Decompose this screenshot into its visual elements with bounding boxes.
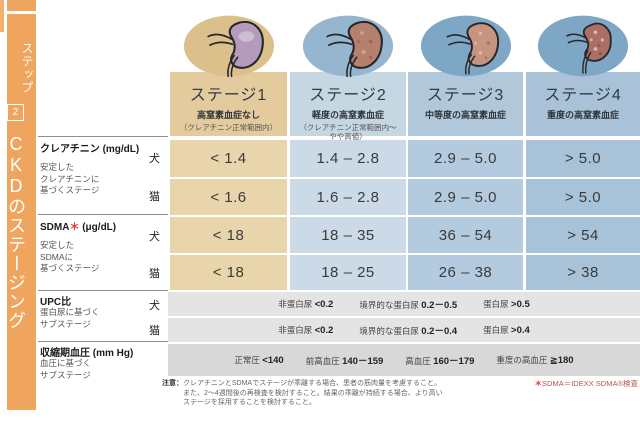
section-divider bbox=[38, 290, 168, 291]
creatinine-cat-label: 猫 bbox=[149, 191, 160, 203]
bp-description: 血圧に基づく サブステージ bbox=[40, 358, 92, 380]
kidney-icon-stage2 bbox=[290, 12, 406, 80]
sdma-cat-label: 猫 bbox=[149, 268, 160, 280]
sdma-cat-stage3: 26 – 38 bbox=[408, 255, 523, 290]
upc-title: UPC比 bbox=[40, 297, 72, 308]
sdma-dog-stage3: 36 – 54 bbox=[408, 217, 523, 253]
sidebar-divider bbox=[7, 11, 36, 14]
sdma-cat-stage2: 18 – 25 bbox=[290, 255, 406, 290]
stage2-name: ステージ2 bbox=[309, 87, 387, 104]
sdma-dog-stage2: 18 – 35 bbox=[290, 217, 406, 253]
creatinine-title: クレアチニン (mg/dL) bbox=[40, 144, 140, 155]
sdma-asterisk: ＊ bbox=[69, 222, 80, 233]
bp-segment: 高血圧 160－179 bbox=[405, 356, 475, 367]
upc-cat-segment: 非蛋白尿 <0.2 bbox=[278, 325, 334, 336]
creatinine-dog-stage4: > 5.0 bbox=[526, 140, 640, 177]
ckd-staging-table: ステージ1 高窒素血症なし （クレアチニン正常範囲内） ステージ2 軽度の高窒素… bbox=[36, 0, 640, 427]
section-divider bbox=[38, 341, 168, 342]
sdma-dog-label: 犬 bbox=[149, 231, 160, 243]
sdma-dog-stage1: < 18 bbox=[170, 217, 287, 253]
upc-cat-label: 猫 bbox=[149, 325, 160, 337]
footnote-asterisk: ＊ bbox=[534, 379, 543, 388]
creatinine-dog-stage2: 1.4 – 2.8 bbox=[290, 140, 406, 177]
bp-row: 正常圧 <140 前高血圧 140－159 高血圧 160－179 重度の高血圧… bbox=[168, 344, 640, 376]
upc-cat-segment: 境界的な蛋白尿 0.2－0.4 bbox=[359, 326, 458, 337]
caution-note: 注意： クレアチニンとSDMAでステージが乖離する場合、患者の筋肉量を考慮するこ… bbox=[162, 379, 507, 408]
creatinine-description: 安定した クレアチニンに 基づくステージ bbox=[40, 162, 100, 195]
page-title: CKDのステージング bbox=[6, 134, 26, 330]
bp-title: 収縮期血圧 (mm Hg) bbox=[40, 348, 134, 359]
upc-dog-segment: 蛋白尿 >0.5 bbox=[483, 299, 530, 310]
kidney-icon-stage4 bbox=[526, 12, 640, 80]
creatinine-cat-stage1: < 1.6 bbox=[170, 179, 287, 215]
upc-dog-label: 犬 bbox=[149, 300, 160, 312]
upc-cat-row: 非蛋白尿 <0.2 境界的な蛋白尿 0.2－0.4 蛋白尿 >0.4 bbox=[168, 318, 640, 342]
stage3-header: ステージ3 中等度の高窒素血症 bbox=[408, 72, 523, 136]
step-label: ステップ bbox=[20, 42, 34, 94]
sdma-footnote: ＊SDMA＝IDEXX SDMA®検査 bbox=[534, 379, 638, 388]
stage1-subtitle: 高窒素血症なし bbox=[196, 110, 260, 120]
sdma-cat-stage4: > 38 bbox=[526, 255, 640, 290]
section-divider bbox=[38, 214, 168, 215]
step-number-badge: 2 bbox=[7, 104, 24, 121]
upc-dog-segment: 非蛋白尿 <0.2 bbox=[278, 299, 334, 310]
sdma-cat-stage1: < 18 bbox=[170, 255, 287, 290]
upc-dog-row: 非蛋白尿 <0.2 境界的な蛋白尿 0.2－0.5 蛋白尿 >0.5 bbox=[168, 292, 640, 316]
section-divider bbox=[38, 136, 168, 137]
sdma-description: 安定した SDMAに 基づくステージ bbox=[40, 240, 100, 273]
creatinine-cat-stage4: > 5.0 bbox=[526, 179, 640, 215]
stage2-note: （クレアチニン正常範囲内～ やや高値） bbox=[299, 123, 397, 141]
sdma-title: SDMA＊ (μg/dL) bbox=[40, 222, 117, 233]
creatinine-dog-stage3: 2.9 – 5.0 bbox=[408, 140, 523, 177]
step-sidebar: ステップ bbox=[7, 0, 36, 410]
bp-segment: 前高血圧 140－159 bbox=[305, 356, 384, 367]
kidney-icon-stage3 bbox=[408, 12, 523, 80]
stage3-name: ステージ3 bbox=[426, 87, 505, 104]
creatinine-cat-stage3: 2.9 – 5.0 bbox=[408, 179, 523, 215]
corner-accent-bar bbox=[0, 0, 4, 32]
stage4-subtitle: 重度の高窒素血症 bbox=[546, 110, 619, 120]
stage2-header: ステージ2 軽度の高窒素血症 （クレアチニン正常範囲内～ やや高値） bbox=[290, 72, 406, 141]
creatinine-dog-label: 犬 bbox=[149, 153, 160, 165]
stage1-name: ステージ1 bbox=[189, 87, 268, 104]
upc-dog-segment: 境界的な蛋白尿 0.2－0.5 bbox=[359, 300, 458, 311]
stage3-subtitle: 中等度の高窒素血症 bbox=[424, 110, 506, 120]
kidney-icon-stage1 bbox=[170, 12, 287, 80]
bp-segment: 重度の高血圧 ≧180 bbox=[496, 355, 574, 366]
sdma-dog-stage4: > 54 bbox=[526, 217, 640, 253]
caution-text: クレアチニンとSDMAでステージが乖離する場合、患者の筋肉量を考慮すること。 ま… bbox=[183, 380, 443, 406]
upc-description: 蛋白尿に基づく サブステージ bbox=[40, 307, 100, 329]
creatinine-dog-stage1: < 1.4 bbox=[170, 140, 287, 177]
upc-cat-segment: 蛋白尿 >0.4 bbox=[483, 325, 530, 336]
stage2-subtitle: 軽度の高窒素血症 bbox=[311, 110, 384, 120]
stage4-header: ステージ4 重度の高窒素血症 bbox=[526, 72, 640, 136]
stage4-name: ステージ4 bbox=[544, 87, 622, 104]
stage1-header: ステージ1 高窒素血症なし （クレアチニン正常範囲内） bbox=[170, 72, 287, 136]
bp-segment: 正常圧 <140 bbox=[234, 355, 284, 366]
creatinine-cat-stage2: 1.6 – 2.8 bbox=[290, 179, 406, 215]
caution-label: 注意： bbox=[162, 380, 183, 387]
stage1-note: （クレアチニン正常範囲内） bbox=[179, 123, 278, 132]
